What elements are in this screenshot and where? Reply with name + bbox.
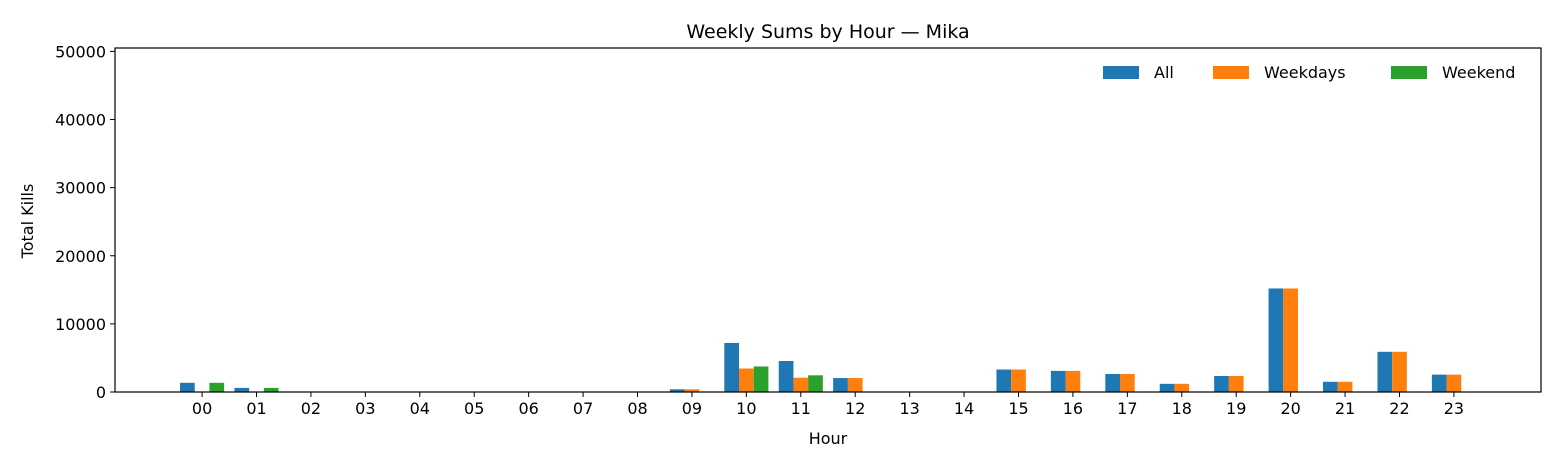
- bar-all-12: [833, 378, 848, 392]
- x-tick-label: 20: [1280, 399, 1300, 418]
- x-tick-label: 05: [464, 399, 484, 418]
- y-tick-label: 30000: [55, 179, 106, 198]
- bar-all-09: [669, 389, 685, 392]
- bar-all-11: [778, 361, 794, 392]
- y-tick-label: 10000: [55, 315, 106, 334]
- bar-all-21: [1323, 381, 1338, 392]
- series-weekend: [209, 366, 823, 392]
- x-tick-label: 14: [954, 399, 974, 418]
- bar-all-18: [1159, 383, 1175, 392]
- x-tick-label: 17: [1117, 399, 1137, 418]
- y-axis-label: Total Kills: [18, 184, 37, 260]
- y-tick-label: 50000: [55, 42, 106, 61]
- plot-area: 00 01 02 03 04 05 06 07 08 09 10 11 12 13 14 15 16 17 18 19…: [55, 42, 1542, 418]
- x-tick-label: 21: [1335, 399, 1355, 418]
- legend-label-weekend: Weekend: [1442, 63, 1515, 82]
- x-tick-label: 03: [355, 399, 375, 418]
- x-tick-label: 08: [627, 399, 647, 418]
- legend-swatch-weekend: [1391, 66, 1427, 79]
- chart-title: Weekly Sums by Hour — Mika: [686, 21, 969, 43]
- bar-weekdays-21: [1337, 381, 1353, 392]
- bar-weekend-10: [753, 366, 769, 392]
- x-tick-label: 19: [1226, 399, 1246, 418]
- legend-label-all: All: [1154, 63, 1174, 82]
- x-tick-label: 23: [1444, 399, 1464, 418]
- x-tick-label: 22: [1389, 399, 1409, 418]
- bar-all-00: [180, 382, 195, 392]
- bar-weekdays-12: [847, 378, 863, 392]
- x-tick-label: 10: [736, 399, 756, 418]
- bar-weekdays-09: [684, 389, 700, 392]
- bar-all-22: [1377, 351, 1393, 392]
- x-tick-label: 12: [845, 399, 865, 418]
- series-weekdays: [684, 288, 1462, 392]
- x-tick-label: 18: [1172, 399, 1192, 418]
- x-axis-label: Hour: [809, 429, 848, 448]
- bar-weekend-11: [808, 375, 823, 392]
- bar-all-15: [996, 369, 1012, 392]
- bar-weekdays-23: [1446, 374, 1462, 392]
- legend-swatch-all: [1103, 66, 1139, 79]
- x-tick-label: 13: [899, 399, 919, 418]
- bar-all-10: [724, 342, 740, 392]
- bar-weekdays-18: [1174, 383, 1190, 392]
- bar-weekdays-17: [1120, 373, 1135, 392]
- y-tick-label: 0: [96, 383, 106, 402]
- bar-weekdays-20: [1283, 288, 1298, 392]
- bar-weekdays-15: [1011, 369, 1026, 392]
- bar-weekdays-11: [793, 377, 809, 392]
- legend-swatch-weekdays: [1213, 66, 1249, 79]
- bar-all-23: [1431, 374, 1447, 392]
- y-tick-label: 20000: [55, 247, 106, 266]
- legend: All Weekdays Weekend: [1103, 63, 1515, 82]
- series-all: [180, 288, 1447, 392]
- x-tick-label: 04: [410, 399, 430, 418]
- bar-weekend-01: [263, 387, 279, 392]
- plot-frame: [114, 47, 1542, 393]
- x-tick-label: 16: [1063, 399, 1083, 418]
- bar-all-20: [1268, 288, 1284, 392]
- x-tick-label: 15: [1008, 399, 1028, 418]
- bar-all-16: [1050, 370, 1066, 392]
- bar-all-01: [234, 387, 250, 392]
- bar-weekdays-10: [739, 368, 754, 392]
- x-tick-label: 07: [573, 399, 593, 418]
- bar-all-17: [1105, 373, 1121, 392]
- bar-weekdays-16: [1065, 370, 1081, 392]
- bar-all-19: [1214, 375, 1229, 392]
- x-tick-label: 02: [301, 399, 321, 418]
- legend-label-weekdays: Weekdays: [1264, 63, 1346, 82]
- bar-weekdays-19: [1228, 375, 1244, 392]
- x-tick-label: 11: [791, 399, 811, 418]
- x-tick-label: 01: [246, 399, 266, 418]
- x-tick-label: 09: [682, 399, 702, 418]
- bar-weekend-00: [209, 382, 225, 392]
- bar-weekdays-22: [1392, 351, 1407, 392]
- y-tick-label: 40000: [55, 111, 106, 130]
- x-tick-label: 00: [192, 399, 212, 418]
- x-tick-label: 06: [518, 399, 538, 418]
